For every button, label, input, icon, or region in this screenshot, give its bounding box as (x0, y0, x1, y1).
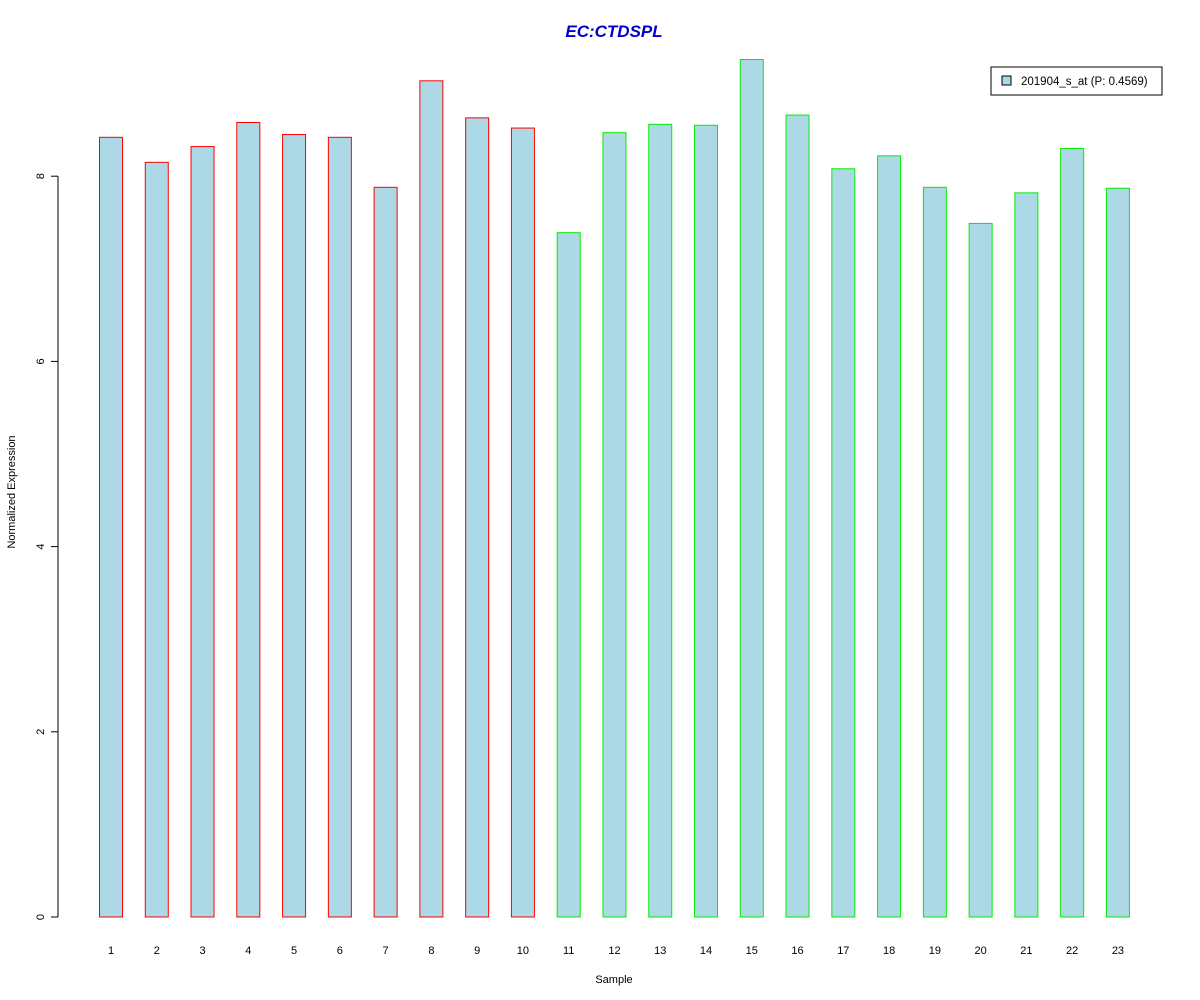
x-tick-label: 2 (154, 945, 160, 957)
x-tick-label: 12 (608, 945, 620, 957)
x-tick-label: 19 (929, 945, 941, 957)
bar-sample-10 (510, 127, 535, 918)
x-tick-label: 21 (1020, 945, 1032, 957)
x-tick-label: 16 (791, 945, 803, 957)
x-tick-label: 20 (975, 945, 987, 957)
x-tick-label: 8 (428, 945, 434, 957)
bar-sample-5 (282, 134, 307, 918)
legend-label: 201904_s_at (P: 0.4569) (1021, 76, 1148, 88)
bar-sample-21 (1014, 192, 1039, 918)
legend: 201904_s_at (P: 0.4569) (990, 66, 1163, 96)
x-tick-label: 4 (245, 945, 251, 957)
x-tick-label: 11 (563, 945, 574, 957)
bar-sample-6 (327, 136, 352, 918)
y-tick-label: 4 (35, 544, 47, 550)
y-tick-label: 0 (35, 914, 47, 920)
x-axis: 1 2 3 4 5 6 7 8 9 10 11 12 13 14 15 16 17 18 19 20 21 22 23 (108, 945, 1124, 957)
bar-sample-13 (648, 123, 673, 918)
bar-sample-3 (190, 146, 215, 918)
legend-swatch (1001, 75, 1012, 86)
x-tick-label: 9 (474, 945, 480, 957)
x-tick-label: 22 (1066, 945, 1078, 957)
chart-title: EC:CTDSPL (565, 22, 662, 41)
x-tick-label: 6 (337, 945, 343, 957)
bar-sample-22 (1060, 147, 1085, 918)
bar-sample-19 (922, 186, 947, 918)
bar-sample-18 (877, 155, 902, 918)
y-axis: 0 2 4 6 8 (35, 173, 59, 920)
y-axis-label: Normalized Expression (6, 435, 18, 548)
bar-sample-8 (419, 80, 444, 918)
bar-sample-4 (236, 121, 261, 918)
x-tick-label: 14 (700, 945, 712, 957)
y-tick-label: 2 (35, 729, 47, 735)
y-tick-label: 6 (35, 358, 47, 364)
x-axis-label: Sample (595, 974, 632, 986)
legend-box (990, 66, 1163, 96)
bar-sample-16 (785, 114, 810, 918)
x-tick-label: 1 (108, 945, 114, 957)
x-tick-label: 23 (1112, 945, 1124, 957)
x-tick-label: 17 (837, 945, 849, 957)
bar-sample-12 (602, 132, 627, 918)
y-tick-label: 8 (35, 173, 47, 179)
bar-sample-7 (373, 186, 398, 918)
bars-group (99, 59, 1130, 918)
bar-sample-14 (694, 124, 719, 918)
bar-sample-9 (465, 117, 490, 918)
x-tick-label: 15 (746, 945, 758, 957)
bar-sample-11 (556, 232, 581, 918)
bar-sample-2 (144, 161, 169, 918)
x-tick-label: 5 (291, 945, 297, 957)
x-tick-label: 3 (199, 945, 205, 957)
bar-sample-17 (831, 168, 856, 918)
x-tick-label: 7 (383, 945, 389, 957)
x-tick-label: 13 (654, 945, 666, 957)
x-tick-label: 10 (517, 945, 529, 957)
x-tick-label: 18 (883, 945, 895, 957)
bar-sample-23 (1105, 187, 1130, 918)
bar-sample-20 (968, 222, 993, 918)
bar-sample-15 (739, 59, 764, 918)
bar-sample-1 (99, 136, 123, 918)
